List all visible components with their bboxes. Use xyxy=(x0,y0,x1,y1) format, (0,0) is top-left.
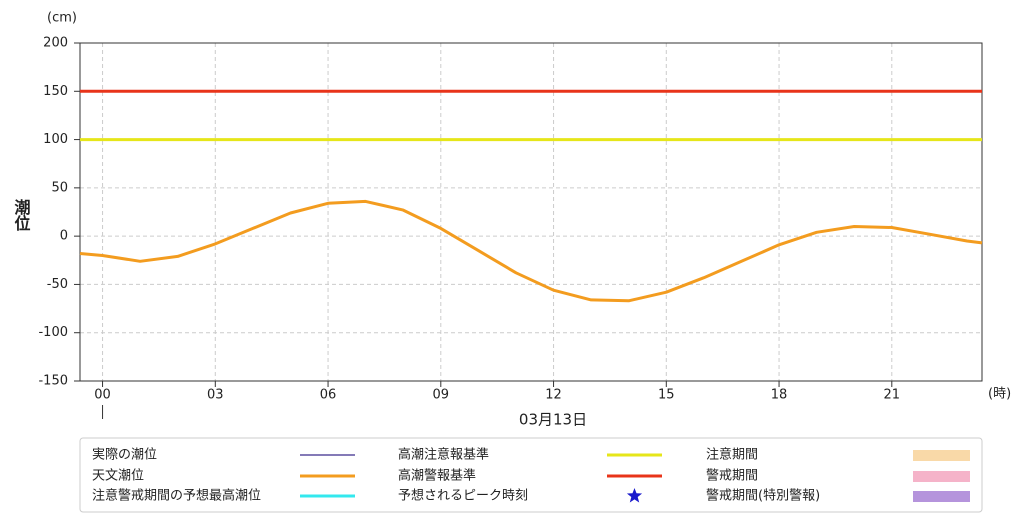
x-tick-label: 06 xyxy=(320,388,337,403)
legend-box xyxy=(79,437,983,513)
y-tick-label: -50 xyxy=(47,277,68,292)
legend-label: 高潮注意報基準 xyxy=(398,447,489,463)
legend-swatch xyxy=(913,471,970,482)
legend-label: 警戒期間(特別警報) xyxy=(706,488,820,504)
legend-label: 実際の潮位 xyxy=(92,447,157,463)
legend-label: 警戒期間 xyxy=(706,468,758,484)
y-tick-label: -100 xyxy=(38,325,68,340)
series-line xyxy=(79,199,983,303)
y-label: 潮位 xyxy=(12,198,31,232)
legend-label: 高潮警報基準 xyxy=(398,468,476,484)
legend-label: 注意期間 xyxy=(706,447,758,463)
legend-swatch xyxy=(913,491,970,502)
x-unit: (時) xyxy=(988,387,1011,402)
y-unit: (cm) xyxy=(47,11,77,26)
x-tick-label: 00 xyxy=(94,388,111,403)
y-tick-label: 0 xyxy=(60,229,68,244)
x-label: 03月13日 xyxy=(519,411,587,429)
y-tick-label: 150 xyxy=(43,84,68,99)
x-tick-label: 03 xyxy=(207,388,224,403)
legend-swatch xyxy=(913,450,970,461)
y-tick-label: 200 xyxy=(43,36,68,51)
legend-label: 天文潮位 xyxy=(92,469,144,484)
legend-label: 注意警戒期間の予想最高潮位 xyxy=(92,488,261,504)
x-tick-label: 12 xyxy=(545,388,562,403)
x-tick-label: 18 xyxy=(771,388,788,403)
x-tick-label: 09 xyxy=(433,388,450,403)
y-tick-label: -150 xyxy=(38,374,68,389)
x-tick-label: 15 xyxy=(658,388,675,403)
y-tick-label: 50 xyxy=(51,180,68,195)
x-tick-label: 21 xyxy=(884,388,901,403)
y-tick-label: 100 xyxy=(43,132,68,147)
legend-swatch xyxy=(626,488,643,503)
legend-label: 予想されるピーク時刻 xyxy=(398,488,528,504)
plot-frame xyxy=(79,42,983,382)
